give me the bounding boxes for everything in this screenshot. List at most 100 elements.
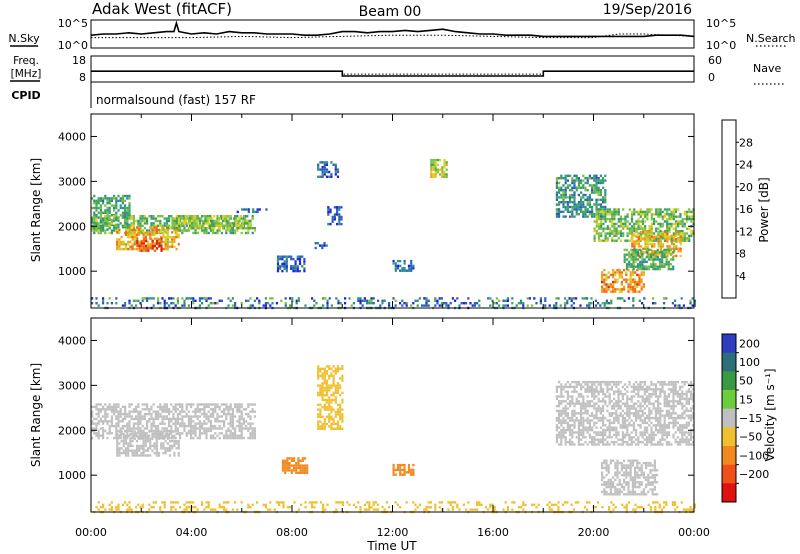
velocity-cell — [564, 412, 567, 415]
velocity-cell — [555, 424, 558, 427]
power-cell — [130, 217, 133, 220]
velocity-cell — [190, 417, 193, 421]
velocity-cell — [139, 422, 142, 425]
power-cell — [668, 245, 671, 248]
power-cell — [195, 215, 198, 218]
velocity-cell — [661, 433, 664, 437]
velocity-cell — [670, 414, 673, 417]
velocity-cell — [613, 443, 616, 446]
velocity-cell — [93, 405, 96, 409]
velocity-cell — [166, 432, 169, 436]
power-cell — [666, 240, 669, 243]
power-cell — [225, 229, 228, 232]
power-cell — [629, 283, 632, 286]
velocity-cell — [137, 432, 140, 435]
velocity-cell — [555, 409, 558, 413]
power-cell — [650, 227, 653, 230]
velocity-cell — [606, 395, 609, 398]
power-cell — [605, 278, 608, 281]
velocity-cell — [648, 385, 651, 389]
velocity-cell — [613, 383, 616, 386]
power-cell — [434, 304, 437, 307]
power-cell — [137, 222, 140, 225]
power-cell — [539, 297, 542, 300]
power-cell — [208, 224, 211, 227]
power-cell — [626, 220, 629, 223]
power-cell — [157, 215, 160, 218]
velocity-cell — [155, 432, 158, 436]
velocity-cell — [209, 408, 212, 411]
velocity-cell — [157, 412, 160, 416]
velocity-cell — [625, 483, 628, 486]
power-cell — [143, 217, 146, 220]
velocity-cell — [635, 428, 638, 432]
power-cell — [344, 297, 347, 300]
velocity-cell — [571, 395, 574, 398]
velocity-cell — [192, 403, 195, 406]
power-cell — [117, 194, 120, 198]
velocity-cell — [190, 436, 193, 440]
power-cell — [639, 227, 642, 230]
velocity-cell — [595, 388, 598, 391]
velocity-cell — [629, 464, 632, 467]
velocity-cell — [617, 380, 620, 384]
power-cell — [688, 210, 691, 214]
velocity-cell — [623, 464, 626, 467]
velocity-cell — [564, 438, 567, 441]
velocity-cell — [625, 473, 628, 477]
power-cell — [334, 166, 337, 169]
power-cell — [665, 260, 668, 264]
power-cell — [340, 206, 343, 209]
power-cell — [216, 302, 219, 305]
velocity-region-0 — [91, 403, 256, 440]
velocity-cell — [231, 424, 234, 428]
power-cell — [566, 302, 569, 305]
velocity-cell — [560, 414, 563, 417]
power-cell — [173, 217, 176, 220]
velocity-cell — [124, 405, 127, 409]
velocity-cell — [618, 481, 621, 484]
power-cell — [679, 229, 682, 233]
velocity-cell — [301, 466, 304, 470]
velocity-cell — [95, 405, 98, 409]
velocity-cell — [606, 443, 609, 446]
power-cell — [294, 262, 297, 266]
power-cell — [605, 290, 608, 293]
velocity-cell — [126, 432, 129, 435]
velocity-cell — [617, 390, 620, 393]
power-cell — [155, 231, 158, 234]
power-cell — [334, 163, 337, 166]
velocity-cell — [661, 424, 664, 427]
velocity-cell — [288, 462, 291, 465]
power-cell — [604, 239, 607, 242]
power-cell — [608, 232, 612, 235]
velocity-cell — [580, 424, 583, 427]
velocity-cell — [690, 380, 693, 384]
power-cell — [116, 243, 119, 246]
velocity-cell — [577, 443, 580, 446]
power-cell — [650, 208, 653, 211]
power-cell — [648, 238, 651, 241]
velocity-cell — [692, 395, 695, 398]
velocity-cell — [564, 409, 567, 413]
power-cell — [247, 299, 250, 302]
power-cell — [601, 290, 604, 293]
power-cell — [652, 239, 656, 242]
velocity-cell — [648, 424, 651, 427]
velocity-cell — [643, 412, 646, 415]
power-cell — [584, 210, 587, 213]
velocity-cell — [220, 410, 223, 413]
velocity-cell — [648, 438, 651, 441]
power-cell — [638, 278, 641, 281]
velocity-cell — [602, 421, 605, 425]
power-cell — [129, 247, 132, 251]
velocity-cell — [672, 392, 675, 396]
power-cell — [646, 235, 649, 238]
velocity-cell — [621, 421, 624, 425]
velocity-cell — [216, 427, 219, 430]
velocity-cell — [645, 466, 648, 470]
velocity-cell — [149, 442, 152, 445]
velocity-cell — [638, 476, 641, 479]
velocity-cell — [634, 481, 637, 484]
power-cell — [145, 249, 148, 252]
